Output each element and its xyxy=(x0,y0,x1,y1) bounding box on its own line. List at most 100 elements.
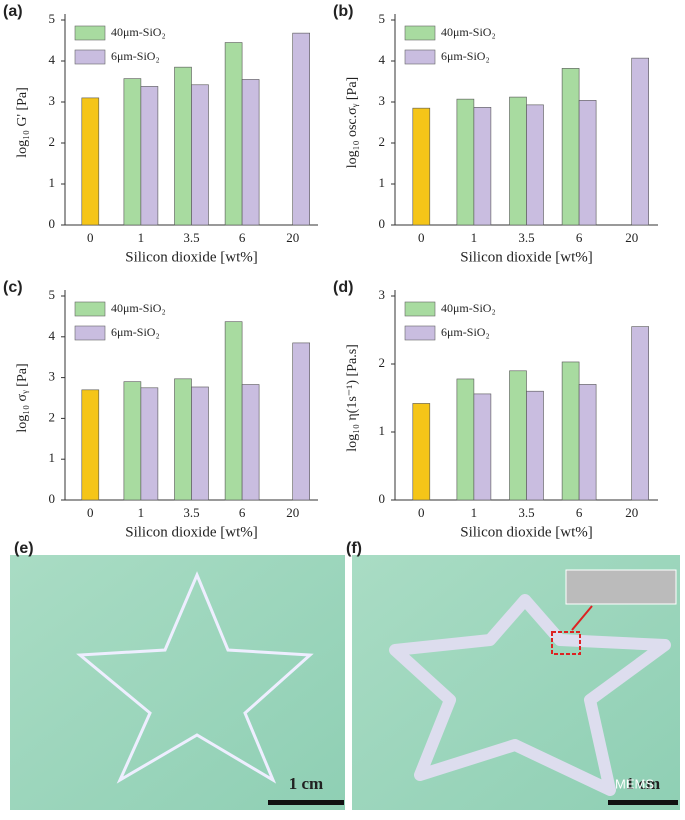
y-tick-label: 2 xyxy=(49,409,56,424)
bar xyxy=(412,107,431,226)
bar xyxy=(241,79,260,226)
y-tick-label: 4 xyxy=(49,52,56,67)
bar xyxy=(140,387,159,501)
scale-bar xyxy=(268,800,344,805)
legend-swatch xyxy=(74,301,106,317)
y-tick-label: 1 xyxy=(49,450,56,465)
bar xyxy=(473,393,492,501)
x-tick-label: 1 xyxy=(471,505,478,520)
y-tick-label: 3 xyxy=(379,287,386,302)
legend-label: 6μm-SiO₂ xyxy=(441,49,490,63)
y-tick-label: 2 xyxy=(379,134,386,149)
legend-label: 6μm-SiO₂ xyxy=(441,325,490,339)
bar xyxy=(140,86,159,226)
bar xyxy=(224,42,243,226)
inset xyxy=(565,569,677,605)
bar xyxy=(81,97,100,226)
bar xyxy=(526,104,544,226)
bar xyxy=(561,361,580,501)
y-axis-title: log₁₀ η(1s⁻¹) [Pa.s] xyxy=(345,344,360,452)
x-axis-title: Silicon dioxide [wt%] xyxy=(125,524,257,540)
bar xyxy=(292,32,311,226)
x-tick-label: 20 xyxy=(625,505,638,520)
x-tick-label: 6 xyxy=(576,505,583,520)
x-tick-label: 6 xyxy=(239,230,246,245)
panel-label: (b) xyxy=(333,3,353,20)
x-tick-label: 20 xyxy=(286,230,299,245)
zoom-box xyxy=(551,631,581,655)
x-tick-label: 0 xyxy=(418,505,425,520)
y-axis-title: log₁₀ G' [Pa] xyxy=(15,87,30,158)
legend-swatch xyxy=(404,25,436,41)
x-tick-label: 3.5 xyxy=(518,230,534,245)
legend-swatch xyxy=(404,301,436,317)
scale-label: 1 cm xyxy=(289,774,323,793)
x-axis-title: Silicon dioxide [wt%] xyxy=(125,249,257,265)
panel-label: (d) xyxy=(333,279,353,296)
legend-swatch xyxy=(404,49,436,65)
legend-swatch xyxy=(74,25,106,41)
y-tick-label: 5 xyxy=(49,11,56,26)
bar xyxy=(123,381,142,501)
bar xyxy=(123,78,142,226)
legend-swatch xyxy=(74,325,106,341)
bar xyxy=(191,84,209,226)
x-tick-label: 0 xyxy=(418,230,425,245)
panel-label: (a) xyxy=(3,3,23,20)
legend-label: 40μm-SiO₂ xyxy=(111,301,166,315)
bar xyxy=(456,378,475,501)
y-tick-label: 4 xyxy=(49,328,56,343)
legend-label: 40μm-SiO₂ xyxy=(111,25,166,39)
photo-e xyxy=(10,555,345,810)
bar xyxy=(224,321,243,501)
x-tick-label: 3.5 xyxy=(518,505,534,520)
legend-label: 6μm-SiO₂ xyxy=(111,49,160,63)
bar xyxy=(412,403,431,501)
legend-label: 40μm-SiO₂ xyxy=(441,301,496,315)
y-tick-label: 0 xyxy=(49,216,56,231)
bar xyxy=(578,100,597,226)
x-tick-label: 20 xyxy=(625,230,638,245)
y-tick-label: 1 xyxy=(379,175,386,190)
bar xyxy=(526,390,544,501)
bar xyxy=(473,107,492,226)
bar xyxy=(292,342,311,501)
legend-label: 6μm-SiO₂ xyxy=(111,325,160,339)
bar xyxy=(456,98,475,226)
y-tick-label: 2 xyxy=(49,134,56,149)
legend-swatch xyxy=(74,49,106,65)
star-printed xyxy=(389,594,671,796)
panel-label: (f) xyxy=(346,540,362,557)
y-tick-label: 5 xyxy=(379,11,386,26)
x-tick-label: 1 xyxy=(138,230,145,245)
x-axis-title: Silicon dioxide [wt%] xyxy=(460,249,592,265)
bar xyxy=(509,370,527,501)
y-tick-label: 1 xyxy=(379,423,386,438)
bar xyxy=(631,326,650,501)
panel-label: (e) xyxy=(14,540,34,557)
y-tick-label: 5 xyxy=(49,287,56,302)
x-tick-label: 0 xyxy=(87,505,94,520)
x-tick-label: 3.5 xyxy=(183,505,199,520)
star-outline xyxy=(76,571,314,784)
y-tick-label: 1 xyxy=(49,175,56,190)
x-tick-label: 6 xyxy=(239,505,246,520)
x-tick-label: 6 xyxy=(576,230,583,245)
legend-label: 40μm-SiO₂ xyxy=(441,25,496,39)
scale-label: 1 cm xyxy=(626,774,660,793)
x-tick-label: 3.5 xyxy=(183,230,199,245)
panel-label: (c) xyxy=(3,279,23,296)
bar xyxy=(509,96,527,226)
x-tick-label: 1 xyxy=(471,230,478,245)
x-tick-label: 0 xyxy=(87,230,94,245)
bar xyxy=(174,66,192,226)
y-tick-label: 0 xyxy=(379,216,386,231)
y-tick-label: 3 xyxy=(49,93,56,108)
bar xyxy=(81,389,100,501)
y-tick-label: 0 xyxy=(49,491,56,506)
bar xyxy=(578,384,597,501)
y-tick-label: 3 xyxy=(49,369,56,384)
bar xyxy=(631,57,650,226)
y-tick-label: 4 xyxy=(379,52,386,67)
